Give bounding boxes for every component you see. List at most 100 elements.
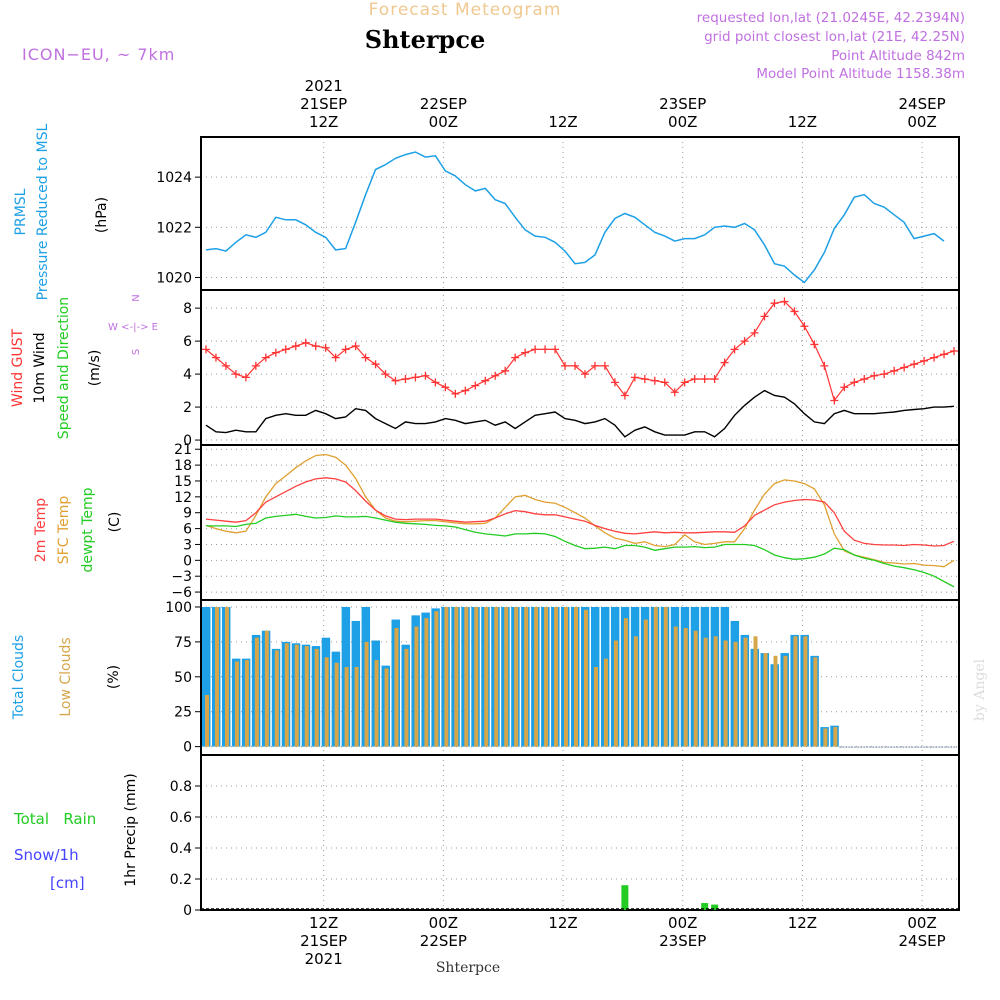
low-cloud-bar — [613, 640, 618, 747]
compass-north: N — [131, 294, 142, 301]
low-cloud-bar — [484, 606, 489, 747]
gridpoint-coords: grid point closest lon,lat (21E, 42.25N) — [704, 29, 965, 45]
gust-marker — [620, 391, 629, 400]
low-cloud-bar — [663, 606, 668, 747]
gust-marker — [650, 376, 659, 385]
gust-marker — [580, 370, 589, 379]
low-cloud-bar — [254, 637, 259, 747]
low-cloud-bar — [374, 660, 379, 747]
low-cloud-bar — [424, 618, 429, 747]
bottom-time-label: 12Z — [309, 914, 338, 932]
gust-marker — [920, 356, 929, 365]
gust-marker — [381, 370, 390, 379]
gust-marker — [321, 343, 330, 352]
y-tick-label: 100 — [165, 600, 192, 616]
gust-marker — [491, 371, 500, 380]
gust-line — [205, 300, 955, 402]
gust-marker — [261, 353, 270, 362]
wind-speed-line — [205, 389, 955, 438]
top-time-label: 00Z — [429, 113, 458, 131]
y-tick-label: 0.4 — [170, 841, 192, 857]
gust-marker — [770, 299, 779, 308]
gust-marker — [860, 375, 869, 384]
low-cloud-bar — [274, 650, 279, 747]
low-cloud-bar — [554, 606, 559, 747]
rain-bar — [711, 904, 719, 910]
low-cloud-bar — [643, 619, 648, 747]
low-cloud-bar — [494, 606, 499, 747]
y-tick-label: 0.2 — [170, 872, 192, 888]
cloud-labels: Total Clouds Low Clouds (%) — [11, 635, 122, 720]
gust-marker — [361, 353, 370, 362]
gust-marker — [720, 358, 729, 367]
y-tick-label: 12 — [174, 490, 192, 506]
precip-labels: Total Rain Snow/1h [cm] 1hr Precip (mm) — [13, 773, 139, 892]
low-cloud-bar — [623, 618, 628, 747]
gust-marker — [521, 348, 530, 357]
top-time-label: 24SEP — [899, 95, 946, 113]
y-tick-label: 6 — [183, 334, 192, 350]
compass-we: W <-|-> E — [108, 322, 158, 333]
gust-marker — [930, 353, 939, 362]
location-title: Shterpce — [365, 25, 485, 54]
gust-marker — [241, 373, 250, 382]
y-tick-label: 0 — [183, 433, 192, 449]
low-cloud-bar — [354, 667, 359, 747]
gust-marker — [840, 383, 849, 392]
bottom-time-label: 00Z — [907, 914, 936, 932]
low-cloud-bar — [633, 636, 638, 747]
low-cloud-bar — [454, 606, 459, 747]
bottom-time-label: 12Z — [788, 914, 817, 932]
pressure-panel: 1020 1022 1024 — [156, 136, 960, 291]
temp-label-sfc: SFC Temp — [56, 496, 72, 565]
low-cloud-bar — [733, 641, 738, 747]
y-tick-label: 25 — [174, 705, 192, 721]
gust-marker — [441, 383, 450, 392]
top-time-label: 12Z — [548, 113, 577, 131]
gust-marker — [870, 371, 879, 380]
low-cloud-bar — [574, 606, 579, 747]
clouds-panel: 0 25 50 75 100 — [165, 599, 960, 756]
point-altitude: Point Altitude 842m — [831, 48, 965, 64]
bottom-time-label: 00Z — [429, 914, 458, 932]
gust-marker — [880, 370, 889, 379]
gust-marker — [451, 389, 460, 398]
cloud-label-total: Total Clouds — [11, 635, 27, 720]
temp-2m-line — [205, 477, 955, 547]
gust-marker — [311, 342, 320, 351]
gust-marker — [251, 361, 260, 370]
low-cloud-bar — [583, 609, 588, 747]
gust-marker — [730, 345, 739, 354]
low-cloud-bar — [444, 606, 449, 747]
gust-marker — [710, 375, 719, 384]
gust-marker — [351, 342, 360, 351]
y-tick-label: 1020 — [156, 270, 192, 286]
total-cloud-bar — [202, 606, 211, 747]
low-cloud-bar — [653, 606, 658, 747]
low-cloud-bar — [314, 648, 319, 747]
gust-marker — [800, 322, 809, 331]
low-cloud-bar — [504, 606, 509, 747]
low-cloud-bar — [683, 627, 688, 747]
gust-marker — [740, 337, 749, 346]
y-tick-label: 15 — [174, 474, 192, 490]
low-cloud-bar — [414, 626, 419, 747]
pressure-line — [205, 151, 945, 284]
gust-marker — [900, 363, 909, 372]
y-tick-label: −3 — [171, 569, 192, 585]
gust-marker — [221, 361, 230, 370]
top-time-label: 12Z — [788, 113, 817, 131]
low-cloud-bar — [773, 655, 778, 747]
low-cloud-bar — [234, 661, 239, 747]
wind-unit: (m/s) — [87, 350, 103, 387]
y-tick-label: 75 — [174, 635, 192, 651]
gust-marker — [600, 361, 609, 370]
y-tick-label: 50 — [174, 670, 192, 686]
low-cloud-bar — [324, 657, 329, 747]
top-time-label: 21SEP — [300, 95, 347, 113]
gust-marker — [910, 360, 919, 369]
wind-label-dir: Speed and Direction — [56, 297, 72, 439]
